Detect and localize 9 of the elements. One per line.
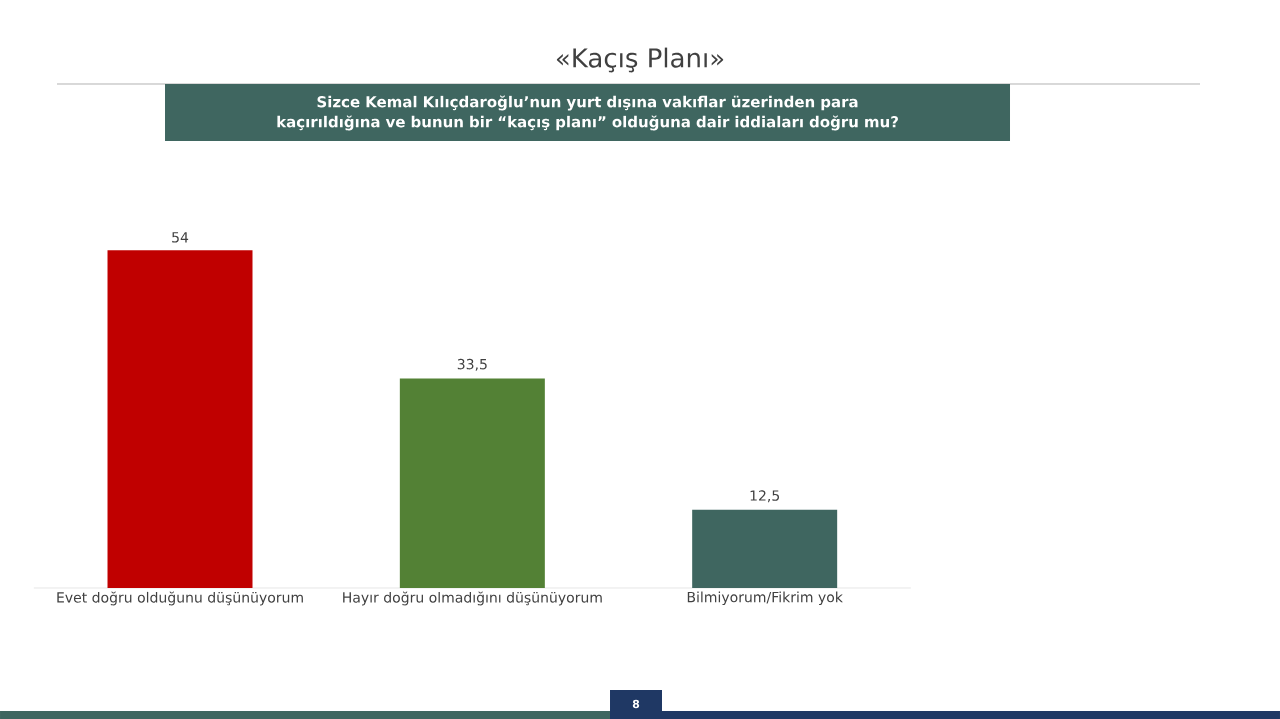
chart-subtitle: Sizce Kemal Kılıçdaroğlu’nun yurt dışına vakıflar üzerinden para kaçırıldığına ve bunun bir “kaçış planı” olduğuna dair iddiaları doğru mu? (277, 95, 898, 131)
data-label: 12,5 (750, 490, 780, 503)
chart-title: «Kaçış Planı» (556, 47, 724, 73)
text: 8 (632, 699, 640, 709)
x-tick-label: Hayır doğru olmadığını düşünüyorum (343, 591, 602, 606)
data-label: 33,5 (457, 358, 487, 371)
x-tick-label: Evet doğru olduğunu düşünüyorum (57, 591, 303, 606)
data-label: 54 (172, 232, 189, 243)
x-tick-label: Bilmiyorum/Fikrim yok (687, 591, 843, 606)
